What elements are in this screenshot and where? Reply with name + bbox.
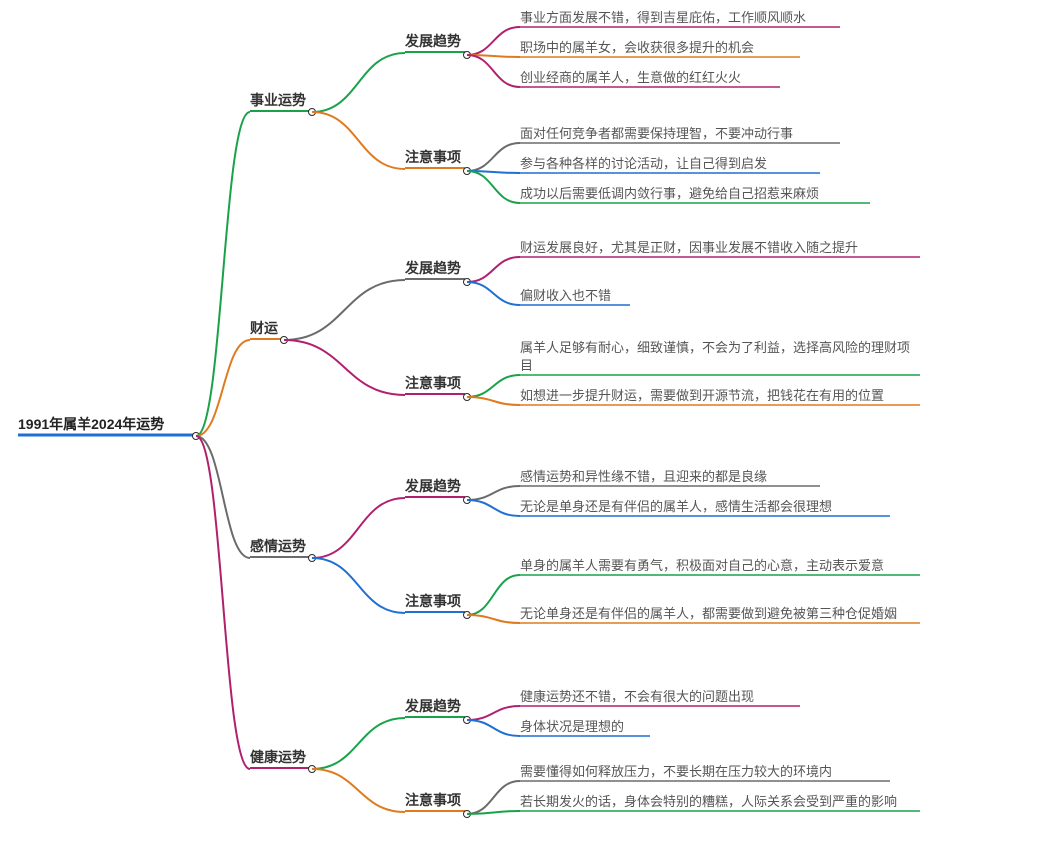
leaf-wealth-trend-0: 财运发展良好，尤其是正财，因事业发展不错收入随之提升 xyxy=(520,240,858,255)
subcategory-wealth-note: 注意事项 xyxy=(405,375,461,391)
leaf-health-trend-0: 健康运势还不错，不会有很大的问题出现 xyxy=(520,689,754,704)
leaf-health-note-1: 若长期发火的话，身体会特别的糟糕，人际关系会受到严重的影响 xyxy=(520,794,897,809)
leaf-career-note-2: 成功以后需要低调内敛行事，避免给自己招惹来麻烦 xyxy=(520,186,819,201)
leaf-career-note-1: 参与各种各样的讨论活动，让自己得到启发 xyxy=(520,156,767,171)
leaf-love-note-0: 单身的属羊人需要有勇气，积极面对自己的心意，主动表示爱意 xyxy=(520,558,884,573)
category-career: 事业运势 xyxy=(250,92,306,108)
leaf-career-trend-2: 创业经商的属羊人，生意做的红红火火 xyxy=(520,70,741,85)
leaf-love-note-1: 无论单身还是有伴侣的属羊人，都需要做到避免被第三种仓促婚姻 xyxy=(520,606,897,621)
subcategory-love-trend: 发展趋势 xyxy=(404,478,461,494)
leaf-career-trend-1: 职场中的属羊女，会收获很多提升的机会 xyxy=(520,40,754,55)
subcategory-wealth-trend: 发展趋势 xyxy=(404,260,461,276)
subcategory-health-trend: 发展趋势 xyxy=(404,698,461,714)
subcategory-health-note: 注意事项 xyxy=(405,792,461,808)
subcategory-career-trend: 发展趋势 xyxy=(404,33,461,49)
leaf-health-trend-1: 身体状况是理想的 xyxy=(520,719,624,734)
leaf-wealth-note-0: 属羊人足够有耐心，细致谨慎，不会为了利益，选择高风险的理财项目 xyxy=(520,340,910,373)
category-wealth: 财运 xyxy=(249,320,278,336)
category-health: 健康运势 xyxy=(250,749,306,765)
subcategory-career-note: 注意事项 xyxy=(405,149,461,165)
category-love: 感情运势 xyxy=(250,538,306,554)
subcategory-love-note: 注意事项 xyxy=(405,593,461,609)
leaf-career-note-0: 面对任何竞争者都需要保持理智，不要冲动行事 xyxy=(520,126,793,141)
leaf-wealth-note-1: 如想进一步提升财运，需要做到开源节流，把钱花在有用的位置 xyxy=(520,388,884,403)
leaf-wealth-trend-1: 偏财收入也不错 xyxy=(520,288,611,303)
leaf-love-trend-1: 无论是单身还是有伴侣的属羊人，感情生活都会很理想 xyxy=(520,499,832,514)
leaf-health-note-0: 需要懂得如何释放压力，不要长期在压力较大的环境内 xyxy=(520,764,832,779)
mindmap-canvas: 1991年属羊2024年运势事业运势发展趋势事业方面发展不错，得到吉星庇佑，工作… xyxy=(0,0,1038,847)
leaf-career-trend-0: 事业方面发展不错，得到吉星庇佑，工作顺风顺水 xyxy=(520,10,806,25)
root-label: 1991年属羊2024年运势 xyxy=(18,416,164,432)
leaf-love-trend-0: 感情运势和异性缘不错，且迎来的都是良缘 xyxy=(520,469,767,484)
